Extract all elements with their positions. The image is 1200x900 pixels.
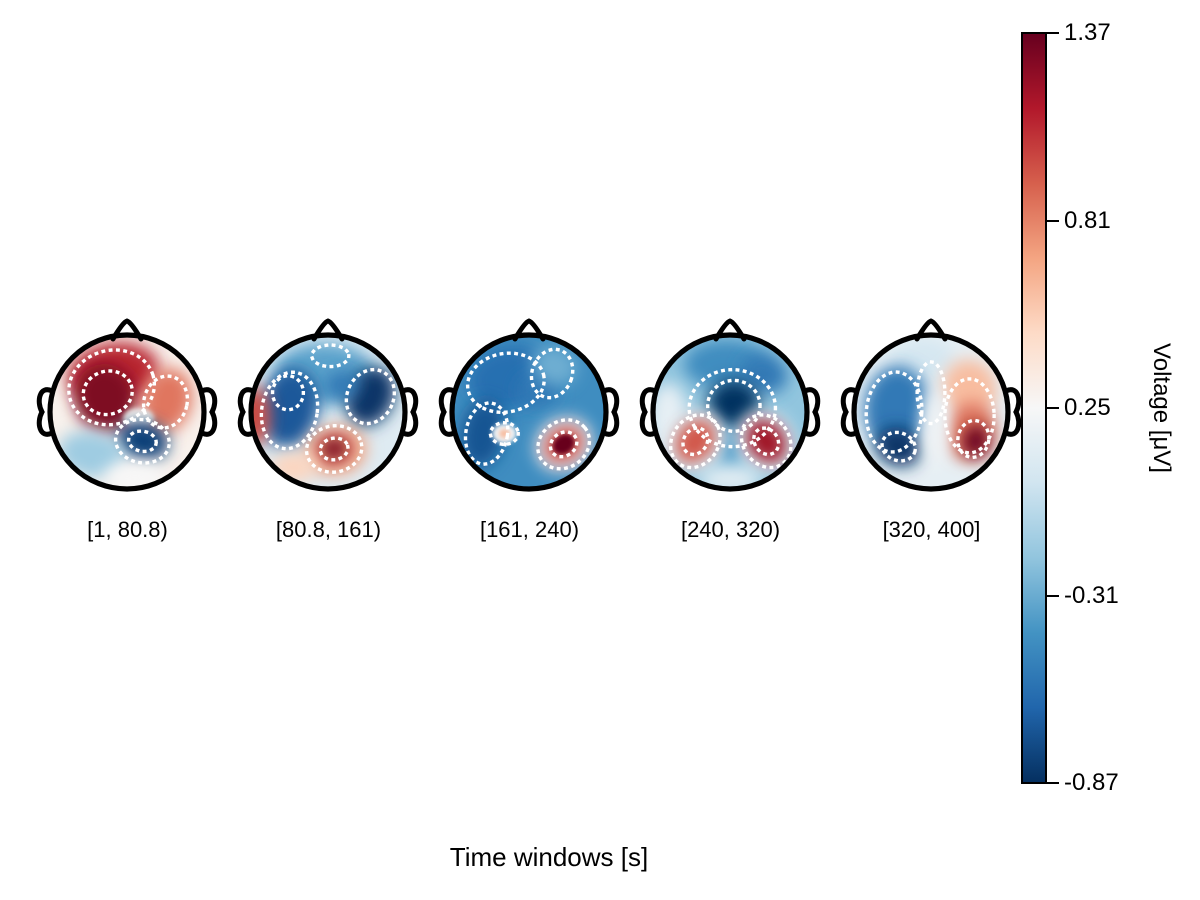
nose-icon xyxy=(110,318,144,342)
nose-icon xyxy=(914,318,948,342)
right-ear-icon xyxy=(400,387,419,437)
colorbar-tick-mark xyxy=(1047,32,1059,34)
time-window-label: [1, 80.8) xyxy=(87,517,168,542)
right-ear-icon xyxy=(802,387,821,437)
voltage-field xyxy=(450,333,608,491)
left-ear-icon xyxy=(36,387,55,437)
topomap-svg xyxy=(36,318,218,492)
colorbar-tick-label: 0.25 xyxy=(1064,394,1111,421)
contour-lines xyxy=(259,343,397,474)
colorbar-tick-label: -0.87 xyxy=(1064,769,1119,796)
head-circle xyxy=(449,332,609,492)
left-ear-icon xyxy=(840,387,859,437)
topomap-svg xyxy=(438,318,620,492)
topomap-row: [1, 80.8) [80.8, 161) [161, 240) [240, 320)… xyxy=(27,310,1032,560)
nose-icon xyxy=(512,318,546,342)
colorbar-tick-label: -0.31 xyxy=(1064,581,1119,609)
colorbar-tick-mark xyxy=(1047,407,1059,409)
colorbar-tick-label: 0.81 xyxy=(1064,206,1111,234)
voltage-field xyxy=(249,333,407,491)
head-circle xyxy=(851,332,1011,492)
left-ear-icon xyxy=(438,387,457,437)
topomap-svg xyxy=(639,318,821,492)
head-circle xyxy=(47,332,207,492)
head-circle xyxy=(650,332,810,492)
voltage-field xyxy=(651,333,809,491)
nose-icon xyxy=(713,318,747,342)
voltage-field xyxy=(48,333,206,491)
contour-lines xyxy=(67,348,190,465)
colorbar xyxy=(1021,32,1047,784)
colorbar-tick-label: 1.37 xyxy=(1064,19,1111,46)
x-axis-label: Time windows [s] xyxy=(449,842,649,872)
colorbar-tick-mark xyxy=(1047,219,1059,222)
left-ear-icon xyxy=(237,387,256,437)
topomap-window-5: [320, 400] xyxy=(831,310,1032,560)
topomap-window-4: [240, 320) xyxy=(630,310,831,560)
right-ear-icon xyxy=(601,387,620,437)
left-ear-icon xyxy=(639,387,658,437)
head-circle xyxy=(248,332,408,492)
nose-icon xyxy=(311,318,345,342)
colorbar-label: Voltage [μV] xyxy=(1148,343,1175,473)
topomap-svg xyxy=(840,318,1022,492)
time-window-label: [240, 320) xyxy=(680,517,781,542)
contour-lines xyxy=(864,360,996,463)
time-window-label: [161, 240) xyxy=(479,517,580,542)
colorbar-tick-mark xyxy=(1047,782,1059,784)
contour-lines xyxy=(668,367,793,470)
topomap-window-3: [161, 240) xyxy=(429,310,630,560)
time-window-label: [320, 400] xyxy=(882,517,981,542)
voltage-field xyxy=(852,333,1010,491)
right-ear-icon xyxy=(1003,387,1022,437)
colorbar-tick-mark xyxy=(1047,594,1059,597)
topomap-window-1: [1, 80.8) xyxy=(27,310,228,560)
topomap-window-2: [80.8, 161) xyxy=(228,310,429,560)
right-ear-icon xyxy=(199,387,218,437)
contour-lines xyxy=(463,347,592,471)
topomap-svg xyxy=(237,318,419,492)
time-window-label: [80.8, 161) xyxy=(275,517,382,542)
